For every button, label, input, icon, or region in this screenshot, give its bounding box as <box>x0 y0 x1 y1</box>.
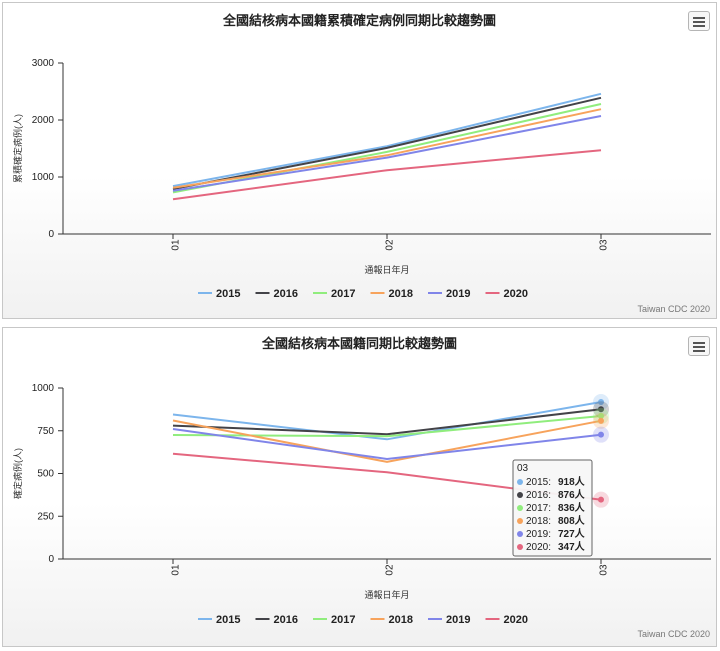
legend-item-2017[interactable]: 2017 <box>331 288 355 300</box>
tooltip-bullet <box>517 544 523 550</box>
y-tick-label: 500 <box>37 469 54 480</box>
y-tick-label: 250 <box>37 511 54 522</box>
legend-item-2015[interactable]: 2015 <box>216 288 240 300</box>
y-tick-label: 0 <box>48 229 54 240</box>
cumulative-chart-panel: 全國結核病本國籍累積確定病例同期比較趨勢圖 0 1000 2000 3000 01 02 03… <box>2 2 717 319</box>
legend-item-2016[interactable]: 2016 <box>274 614 298 626</box>
tooltip-row-value: 836人 <box>558 501 586 514</box>
menu-line <box>693 346 705 348</box>
y-tick-label: 1000 <box>32 172 55 183</box>
series-line-2020 <box>172 149 602 201</box>
tooltip-row-value: 918人 <box>558 475 586 488</box>
menu-line <box>693 21 705 23</box>
hover-tooltip: 03 2015: 918人 2016: 876人 2017: 836人 2018: 80… <box>512 459 593 557</box>
tooltip-bullet <box>517 492 523 498</box>
legend-item-2018[interactable]: 2018 <box>389 288 413 300</box>
chart-credit: Taiwan CDC 2020 <box>637 304 710 314</box>
chart-context-menu-button[interactable] <box>688 11 710 31</box>
tooltip-bullet <box>517 479 523 485</box>
y-axis-title: 確定病例(人) <box>12 448 23 499</box>
series-line-2016 <box>172 96 602 190</box>
tooltip-row-label: 2016: <box>526 490 551 501</box>
chart-context-menu-button[interactable] <box>688 336 710 356</box>
legend-item-2015[interactable]: 2015 <box>216 614 240 626</box>
tooltip-row-label: 2020: <box>526 542 551 553</box>
tooltip-header: 03 <box>517 463 529 474</box>
monthly-chart-svg: 全國結核病本國籍同期比較趨勢圖 0 250 500 750 1000 01 02 03 通報日年月… <box>12 336 711 639</box>
point-marker-2019 <box>598 431 604 438</box>
y-tick-label: 0 <box>48 554 54 565</box>
x-tick-label: 01 <box>171 564 182 576</box>
menu-line <box>693 350 705 352</box>
tooltip-bullet <box>517 505 523 511</box>
menu-line <box>693 342 705 344</box>
menu-line <box>693 17 705 19</box>
monthly-chart-panel: 全國結核病本國籍同期比較趨勢圖 0 250 500 750 1000 01 02 03 通報日年月… <box>2 327 717 647</box>
series-line-2018 <box>172 419 602 463</box>
legend-item-2019[interactable]: 2019 <box>446 614 470 626</box>
x-axis-title: 通報日年月 <box>364 589 409 600</box>
tooltip-row-value: 347人 <box>558 540 586 553</box>
legend-item-2020[interactable]: 2020 <box>504 288 528 300</box>
tooltip-row-label: 2017: <box>526 503 551 514</box>
series-line-2017 <box>172 415 602 438</box>
tooltip-row-value: 727人 <box>558 527 586 540</box>
x-tick-label: 01 <box>171 239 182 251</box>
x-tick-label: 02 <box>385 239 396 251</box>
point-marker-2017 <box>598 413 604 420</box>
y-tick-label: 2000 <box>32 115 55 126</box>
legend-item-2019[interactable]: 2019 <box>446 288 470 300</box>
tooltip-box <box>512 459 593 557</box>
x-axis-title: 通報日年月 <box>364 264 409 275</box>
tooltip-row-label: 2015: <box>526 477 551 488</box>
x-tick-label: 03 <box>599 239 610 251</box>
point-marker-2018 <box>598 417 604 424</box>
series-line-2018 <box>172 108 602 189</box>
tooltip-row-value: 876人 <box>558 488 586 501</box>
tooltip-row-label: 2019: <box>526 529 551 540</box>
series-line-2015 <box>172 401 602 441</box>
point-marker-2016 <box>598 406 604 413</box>
y-tick-label: 3000 <box>32 58 55 69</box>
series-line-2019 <box>172 428 602 460</box>
series-line-2015 <box>172 92 602 188</box>
x-tick-label: 03 <box>599 564 610 576</box>
series-line-2019 <box>172 115 602 192</box>
chart-credit: Taiwan CDC 2020 <box>637 629 710 639</box>
legend-item-2016[interactable]: 2016 <box>274 288 298 300</box>
chart-title: 全國結核病本國籍累積確定病例同期比較趨勢圖 <box>222 13 496 28</box>
tooltip-bullet <box>517 531 523 537</box>
series-line-2016 <box>172 408 602 436</box>
legend-item-2020[interactable]: 2020 <box>504 614 528 626</box>
tooltip-bullet <box>517 518 523 524</box>
y-tick-label: 750 <box>37 426 54 437</box>
legend-item-2018[interactable]: 2018 <box>389 614 413 626</box>
tooltip-row-value: 808人 <box>558 514 586 527</box>
x-tick-label: 02 <box>385 564 396 576</box>
menu-line <box>693 25 705 27</box>
y-axis-title: 累積確定病例(人) <box>12 114 23 183</box>
point-marker-2015 <box>598 399 604 406</box>
point-marker-2020 <box>598 496 604 503</box>
chart-title: 全國結核病本國籍同期比較趨勢圖 <box>261 336 457 351</box>
tooltip-row-label: 2018: <box>526 516 551 527</box>
cumulative-chart-svg: 全國結核病本國籍累積確定病例同期比較趨勢圖 0 1000 2000 3000 01 02 03… <box>12 13 711 314</box>
y-tick-label: 1000 <box>32 383 55 394</box>
legend-item-2017[interactable]: 2017 <box>331 614 355 626</box>
